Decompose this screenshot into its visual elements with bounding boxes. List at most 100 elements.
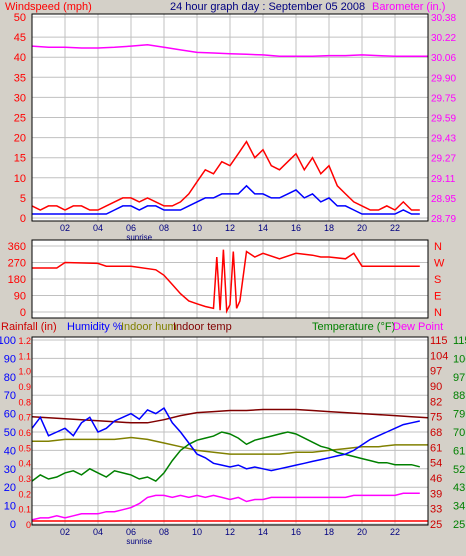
x-tick-label: 06 [126,527,136,537]
x-tick-label: 04 [93,527,103,537]
wind-direction-line [32,249,420,314]
x-tick-label: 08 [159,527,169,537]
barometer-tick-label: 29.59 [431,114,456,125]
dew-point-tick-label: 61 [430,442,442,454]
indoor-hum-axis-title: Indoor hum [121,321,177,333]
humidity-tick-label: 60 [4,409,16,421]
humidity-tick-label: 50 [4,427,16,439]
rainfall-tick-label: 0.7 [18,413,31,423]
barometer-tick-label: 29.27 [431,154,456,165]
barometer-tick-label: 29.90 [431,73,456,84]
x-tick-label: 02 [60,527,70,537]
x-tick-label: 16 [291,527,301,537]
dew-point-line [31,492,420,521]
windspeed-tick-label: 25 [14,113,26,125]
x-tick-label: 12 [225,223,235,233]
plot-border [31,239,429,319]
dew-point-tick-label: 46 [430,473,442,485]
rainfall-tick-label: 1.2 [18,336,31,346]
temperature-tick-label: 52 [453,464,465,476]
temperature-tick-label: 79 [453,409,465,421]
direction-tick-label: 270 [8,258,26,270]
wind-barometer-panel: 02 04 06 08 10 12 14 16 18 20 22 sunrise 0 5 10 15 20 25 3… [14,12,457,242]
direction-tick-label: 90 [14,291,26,303]
x-tick-label: 16 [291,223,301,233]
windspeed-tick-label: 5 [20,193,26,205]
x-tick-label: 18 [324,223,334,233]
rainfall-tick-label: 0.3 [18,474,31,484]
x-tick-label: 10 [192,527,202,537]
indoor-temp-axis-title: Indoor temp [173,321,232,333]
x-tick-label: 08 [159,223,169,233]
wind-line [32,184,420,215]
compass-label: N [434,307,442,319]
indoor-temperature-line [31,408,429,424]
x-tick-label: 22 [390,527,400,537]
dew-point-tick-label: 115 [430,335,448,347]
rainfall-tick-label: 0.6 [18,428,31,438]
rainfall-tick-label: 0.1 [18,505,31,515]
temperature-tick-label: 97 [453,372,465,384]
humidity-tick-label: 80 [4,372,16,384]
humidity-tick-label: 70 [4,390,16,402]
dew-point-tick-label: 97 [430,366,442,378]
dew-point-tick-label: 104 [430,350,448,362]
temperature-line [31,431,420,483]
x-tick-label: 20 [357,527,367,537]
dew-point-tick-label: 25 [430,519,442,531]
temperature-tick-label: 25 [453,519,465,531]
dew-point-tick-label: 82 [430,396,442,408]
x-tick-label: 02 [60,223,70,233]
humidity-tick-label: 40 [4,445,16,457]
barometer-tick-label: 28.95 [431,194,456,205]
humidity-temperature-panel: 02 04 06 08 10 12 14 16 18 20 22 sunrise 0 10 20 30 40 50… [0,335,466,546]
barometer-line [31,44,428,57]
plot-border [31,336,429,526]
barometer-tick-label: 29.75 [431,93,456,104]
rainfall-axis-title: Rainfall (in) [1,321,57,333]
barometer-tick-label: 29.43 [431,134,456,145]
rainfall-tick-label: 0.9 [18,382,31,392]
humidity-axis-title: Humidity % [67,321,123,333]
windspeed-tick-label: 30 [14,92,26,104]
plot-border [31,13,429,222]
barometer-tick-label: 30.06 [431,53,456,64]
rainfall-tick-label: 0 [26,520,31,530]
humidity-tick-label: 90 [4,353,16,365]
gust-line [31,140,420,211]
humidity-tick-label: 0 [10,519,16,531]
windspeed-tick-label: 50 [14,12,26,24]
humidity-tick-label: 10 [4,501,16,513]
windspeed-tick-label: 20 [14,133,26,145]
dew-point-tick-label: 68 [430,427,442,439]
temperature-tick-label: 34 [453,501,465,513]
x-tick-label: 04 [93,223,103,233]
windspeed-tick-label: 10 [14,173,26,185]
humidity-line [31,407,420,472]
rainfall-tick-label: 0.8 [18,397,31,407]
dew-point-tick-label: 39 [430,488,442,500]
chart-title: 24 hour graph day : September 05 2008 [170,1,365,13]
windspeed-tick-label: 15 [14,153,26,165]
indoor-humidity-line [32,436,428,455]
barometer-tick-label: 29.11 [431,174,456,185]
x-tick-label: 06 [126,223,136,233]
temperature-axis-title: Temperature (°F) [312,321,395,333]
windspeed-tick-label: 45 [14,32,26,44]
barometer-tick-label: 30.22 [431,33,456,44]
rainfall-tick-label: 1.0 [18,367,31,377]
x-tick-label: 20 [357,223,367,233]
direction-tick-label: 180 [8,274,26,286]
dew-point-tick-label: 90 [430,381,442,393]
humidity-tick-label: 100 [0,335,16,347]
compass-label: W [434,258,445,270]
temperature-tick-label: 115 [453,335,466,347]
humidity-tick-label: 30 [4,464,16,476]
direction-tick-label: 360 [8,241,26,253]
rainfall-tick-label: 0.2 [18,489,31,499]
dew-point-tick-label: 75 [430,412,442,424]
barometer-tick-label: 28.79 [431,214,456,225]
dew-point-tick-label: 54 [430,458,442,470]
rainfall-tick-label: 1.1 [18,351,31,361]
